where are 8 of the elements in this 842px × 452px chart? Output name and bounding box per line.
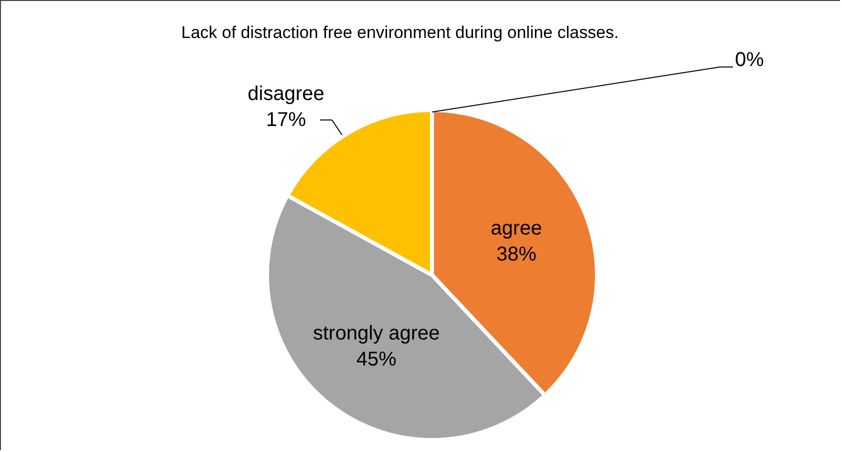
data-label: 38% <box>496 244 537 266</box>
data-label: 45% <box>356 348 397 371</box>
text: 0% <box>735 49 764 71</box>
slice-label: agree <box>490 218 542 240</box>
slice-label: disagree <box>248 82 324 105</box>
slice-label: strongly agree <box>313 322 440 345</box>
data-label: 17% <box>266 108 306 131</box>
chart-title: Lack of distraction free environment during online classes. <box>181 23 619 42</box>
